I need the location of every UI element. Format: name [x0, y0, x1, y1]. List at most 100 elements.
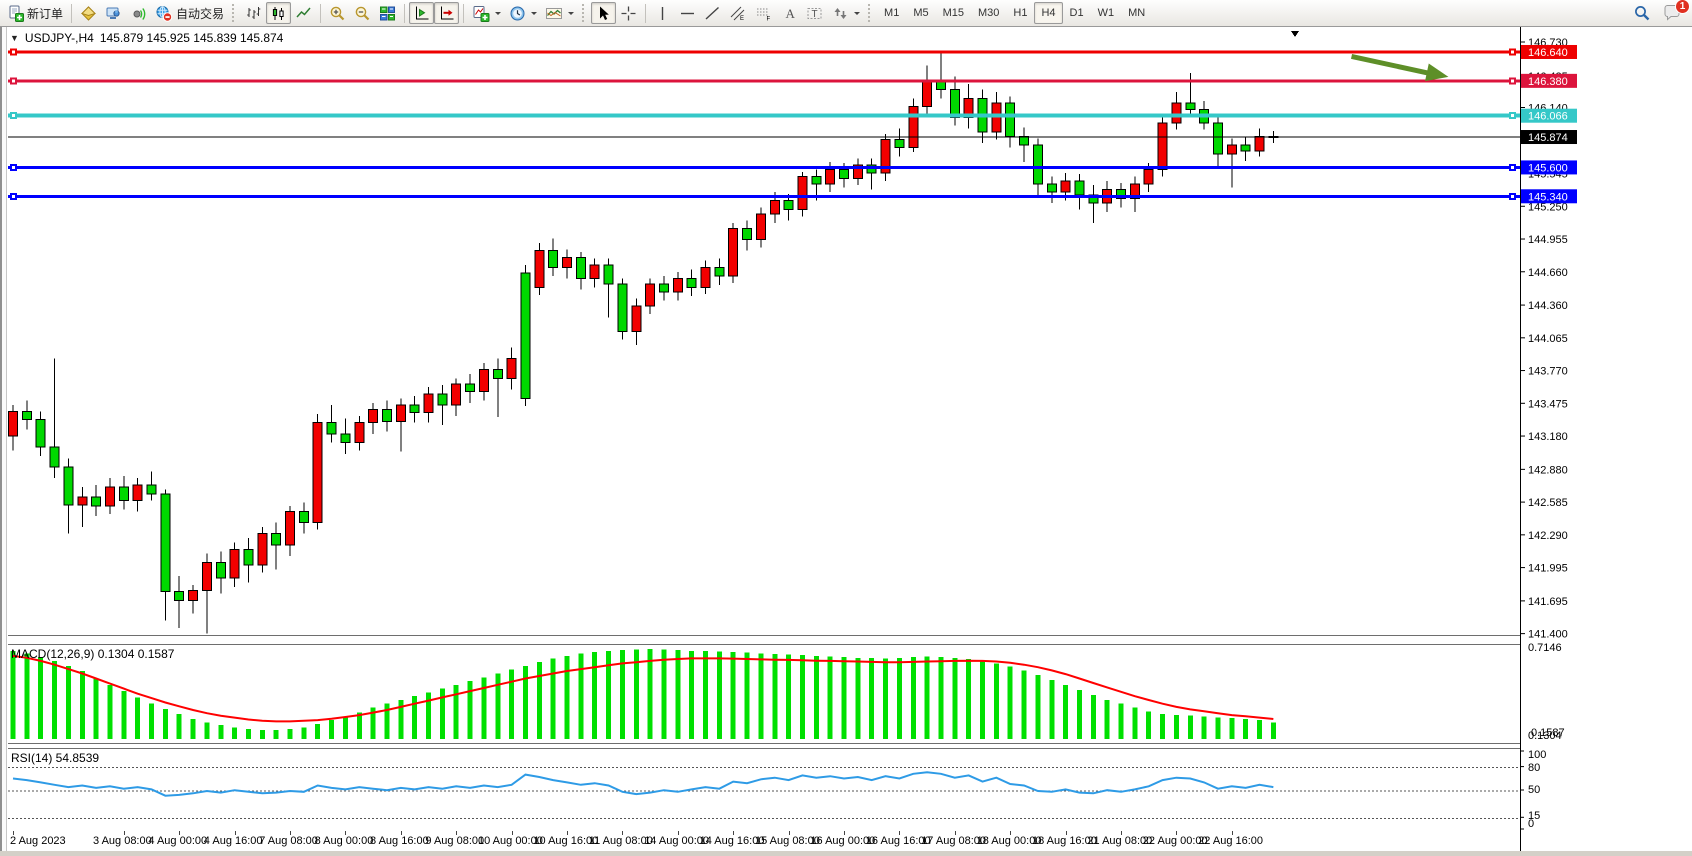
zoom-in-button[interactable]: [325, 2, 350, 24]
time-axis-tick: [1231, 831, 1233, 835]
periods-button[interactable]: [505, 2, 541, 24]
timeframe-button-H1[interactable]: H1: [1013, 7, 1028, 19]
timeframe-button-M1[interactable]: M1: [884, 7, 900, 19]
signals-button[interactable]: [126, 2, 151, 24]
search-button[interactable]: [1629, 2, 1655, 24]
text-button[interactable]: A: [777, 2, 802, 24]
svg-text:145.250: 145.250: [1528, 201, 1568, 213]
equidistant-channel-button[interactable]: E: [725, 2, 751, 24]
timeframe-button-MN[interactable]: MN: [1128, 7, 1146, 19]
time-axis-tick: [13, 831, 14, 835]
arrows-button[interactable]: [828, 2, 864, 24]
indicators-caret: [495, 12, 502, 18]
horizontal-level-lines[interactable]: [8, 48, 1520, 200]
time-axis-tick: [622, 831, 624, 835]
timeframe-button-M5[interactable]: M5: [913, 7, 929, 19]
vertical-line-button[interactable]: [650, 2, 675, 24]
rsi-scale-label: 15: [1528, 810, 1540, 822]
svg-text:141.695: 141.695: [1528, 596, 1568, 608]
chart-title-ohlc: 145.879 145.925 145.839 145.874: [99, 31, 284, 45]
chart-shift-marker[interactable]: [1291, 31, 1299, 37]
time-axis-label: 10 Aug 16:00: [533, 835, 599, 847]
notifications-button[interactable]: 1: [1659, 0, 1690, 24]
toolbar-grip: [232, 4, 237, 22]
line-chart-icon: [295, 5, 312, 22]
tile-windows-button[interactable]: [375, 2, 400, 24]
templates-icon: [545, 5, 563, 22]
time-axis-tick: [1176, 831, 1178, 835]
bar-chart-button[interactable]: [241, 2, 266, 24]
fibonacci-button[interactable]: F: [751, 2, 777, 24]
timeframe-button-W1[interactable]: W1: [1097, 7, 1115, 19]
svg-text:E: E: [740, 16, 744, 22]
periods-caret: [531, 12, 538, 18]
arrows-icon: [832, 5, 849, 22]
svg-text:144.660: 144.660: [1528, 267, 1568, 279]
time-axis-label: 14 Aug 00:00: [644, 835, 710, 847]
time-axis-label: 11 Aug 08:00: [588, 835, 653, 847]
svg-text:146.066: 146.066: [1528, 111, 1568, 123]
indicators-icon: [472, 5, 490, 22]
templates-caret: [568, 12, 575, 18]
chart-menu-triangle[interactable]: ▼: [10, 33, 19, 43]
rsi-scale-label: 50: [1528, 784, 1540, 796]
svg-text:141.400: 141.400: [1528, 629, 1568, 641]
candlestick-chart-button[interactable]: [266, 2, 292, 24]
time-axis[interactable]: 2 Aug 2023 3 Aug 08:00 4 Aug 00:00 4 Aug 16…: [8, 831, 1520, 851]
time-axis-label: 2 Aug 2023: [10, 835, 66, 847]
chart-shift-button[interactable]: [434, 2, 460, 24]
auto-scroll-button[interactable]: [409, 2, 435, 24]
time-axis-label: 21 Aug 08:00: [1087, 835, 1153, 847]
svg-text:A: A: [786, 6, 796, 21]
gold-cube-button[interactable]: [76, 2, 101, 24]
trendline-button[interactable]: [700, 2, 725, 24]
new-order-button[interactable]: 新订单: [3, 2, 67, 24]
chart-title: ▼ USDJPY-,H4 145.879 145.925 145.839 145…: [10, 31, 283, 45]
time-axis-label: 7 Aug 08:00: [259, 835, 318, 847]
svg-text:143.180: 143.180: [1528, 431, 1568, 443]
search-icon: [1633, 4, 1651, 22]
time-axis-tick: [788, 831, 790, 835]
cursor-button[interactable]: [591, 2, 617, 24]
separator: [320, 3, 322, 23]
autotrade-button[interactable]: 自动交易: [151, 2, 228, 24]
svg-text:145.340: 145.340: [1528, 191, 1568, 203]
macd-panel[interactable]: [8, 644, 1520, 744]
new-order-label: 新订单: [27, 6, 64, 21]
price-axis[interactable]: 146.730146.425146.140145.850145.545145.2…: [1520, 27, 1692, 851]
time-axis-label: 8 Aug 16:00: [370, 835, 429, 847]
chart-title-symbol: USDJPY-,H4: [24, 31, 94, 45]
rsi-panel[interactable]: [8, 748, 1520, 833]
user-terminal-button[interactable]: [101, 2, 126, 24]
annotation-arrow[interactable]: [1350, 53, 1451, 85]
indicators-button[interactable]: [468, 2, 505, 24]
crosshair-button[interactable]: [616, 2, 641, 24]
text-label-button[interactable]: T: [802, 2, 828, 24]
macd-indicator-label: MACD(12,26,9) 0.1304 0.1587: [11, 647, 175, 661]
timeframe-button-M15[interactable]: M15: [942, 7, 964, 19]
time-axis-tick: [567, 831, 568, 835]
time-axis-label: 8 Aug 00:00: [314, 835, 374, 847]
svg-text:144.360: 144.360: [1528, 300, 1568, 312]
templates-button[interactable]: [541, 2, 578, 24]
main-price-chart[interactable]: [8, 27, 1520, 636]
candlestick-chart-icon: [270, 5, 287, 22]
time-axis-tick: [899, 831, 901, 835]
timeframe-button-H4[interactable]: H4: [1034, 2, 1063, 24]
price-axis-ticks: 146.730146.425146.140145.850145.545145.2…: [1520, 37, 1568, 641]
time-axis-label: 16 Aug 16:00: [865, 835, 931, 847]
macd-current-value: 0.1304: [1528, 730, 1562, 742]
timeframe-button-M30[interactable]: M30: [978, 7, 1000, 19]
svg-text:144.955: 144.955: [1528, 234, 1568, 246]
clock-icon: [509, 5, 526, 22]
time-axis-label: 15 Aug 08:00: [755, 835, 820, 847]
horizontal-line-button[interactable]: [675, 2, 700, 24]
vertical-line-icon: [654, 5, 671, 22]
time-axis-tick: [123, 831, 125, 835]
svg-text:142.585: 142.585: [1528, 497, 1568, 509]
time-axis-label: 3 Aug 08:00: [93, 835, 152, 847]
autotrade-globe-icon: [155, 5, 173, 22]
zoom-out-button[interactable]: [350, 2, 375, 24]
timeframe-button-D1[interactable]: D1: [1069, 7, 1084, 19]
line-chart-button[interactable]: [291, 2, 316, 24]
